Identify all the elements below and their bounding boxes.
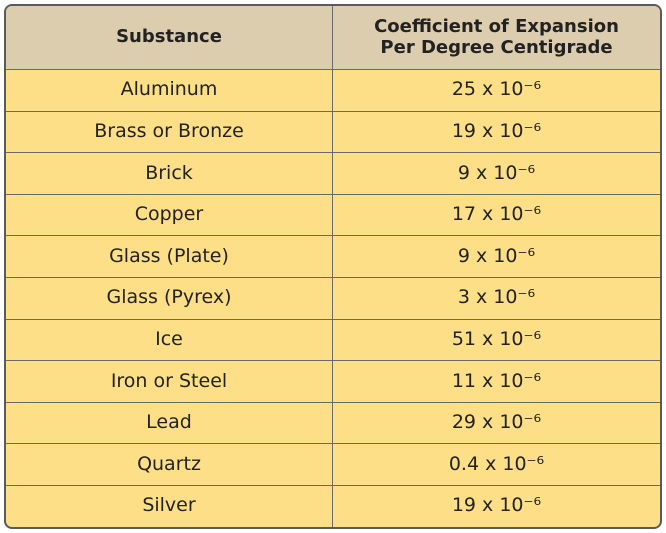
header-cell: Coefficient of Expansion Per Degree Cent… — [333, 6, 660, 69]
substance-cell: Quartz — [6, 444, 333, 485]
cell-text: Glass (Plate) — [109, 244, 229, 267]
substance-cell: Brick — [6, 153, 333, 194]
substance-cell: Lead — [6, 402, 333, 444]
header-row: Substance Coefficient of Expansion Per D… — [6, 6, 660, 69]
cell-text: 9 x 10⁻⁶ — [457, 161, 536, 184]
table-row: Silver 19 x 10⁻⁶ — [6, 484, 660, 527]
cell-text: 17 x 10⁻⁶ — [451, 203, 542, 226]
cell-text: 25 x 10⁻⁶ — [451, 78, 542, 101]
cell-text: Quartz — [137, 452, 201, 475]
table-row: Brass or Bronze 19 x 10⁻⁶ — [6, 110, 660, 153]
table-row: Glass (Plate) 9 x 10⁻⁶ — [6, 235, 660, 277]
cell-text: 3 x 10⁻⁶ — [457, 286, 536, 309]
coefficient-cell: 17 x 10⁻⁶ — [333, 195, 660, 236]
table-row: Copper 17 x 10⁻⁶ — [6, 193, 660, 236]
substance-cell: Ice — [6, 319, 333, 361]
table-row: Ice 51 x 10⁻⁶ — [6, 318, 660, 361]
substance-cell: Brass or Bronze — [6, 111, 333, 153]
cell-text: Lead — [146, 411, 192, 434]
coefficient-cell: 19 x 10⁻⁶ — [333, 486, 660, 527]
cell-text: Ice — [155, 327, 183, 350]
coefficient-cell: 9 x 10⁻⁶ — [333, 236, 660, 277]
table-row: Glass (Pyrex) 3 x 10⁻⁶ — [6, 276, 660, 319]
cell-text: 29 x 10⁻⁶ — [451, 411, 542, 434]
coefficient-cell: 29 x 10⁻⁶ — [333, 403, 660, 444]
substance-cell: Copper — [6, 194, 333, 236]
header-text: Substance — [116, 26, 222, 48]
substance-cell: Glass (Pyrex) — [6, 277, 333, 319]
cell-text: Brick — [145, 161, 193, 184]
cell-text: Glass (Pyrex) — [106, 286, 232, 309]
header-text: Coefficient of Expansion Per Degree Cent… — [374, 15, 619, 58]
substance-cell: Silver — [6, 485, 333, 527]
cell-text: 0.4 x 10⁻⁶ — [448, 452, 545, 475]
cell-text: 9 x 10⁻⁶ — [457, 244, 536, 267]
cell-text: Aluminum — [120, 78, 218, 101]
table-row: Brick 9 x 10⁻⁶ — [6, 152, 660, 194]
cell-text: Brass or Bronze — [94, 119, 244, 142]
cell-text: 19 x 10⁻⁶ — [451, 494, 542, 517]
coefficient-cell: 51 x 10⁻⁶ — [333, 320, 660, 361]
substance-cell: Aluminum — [6, 70, 333, 111]
cell-text: Iron or Steel — [110, 369, 228, 392]
table-row: Lead 29 x 10⁻⁶ — [6, 401, 660, 444]
coefficient-cell: 25 x 10⁻⁶ — [333, 70, 660, 111]
coefficient-cell: 3 x 10⁻⁶ — [333, 278, 660, 319]
table: Substance Coefficient of Expansion Per D… — [4, 4, 662, 529]
coefficient-cell: 11 x 10⁻⁶ — [333, 361, 660, 402]
table-row: Iron or Steel 11 x 10⁻⁶ — [6, 360, 660, 402]
cell-text: 51 x 10⁻⁶ — [451, 327, 542, 350]
table-row: Quartz 0.4 x 10⁻⁶ — [6, 443, 660, 485]
coefficient-cell: 0.4 x 10⁻⁶ — [333, 444, 660, 485]
cell-text: Copper — [134, 203, 204, 226]
coefficient-cell: 19 x 10⁻⁶ — [333, 112, 660, 153]
cell-text: 11 x 10⁻⁶ — [451, 369, 542, 392]
substance-cell: Glass (Plate) — [6, 236, 333, 277]
table-row: Aluminum 25 x 10⁻⁶ — [6, 69, 660, 111]
substance-cell: Iron or Steel — [6, 361, 333, 402]
coefficient-cell: 9 x 10⁻⁶ — [333, 153, 660, 194]
header-cell: Substance — [6, 6, 333, 69]
cell-text: 19 x 10⁻⁶ — [451, 119, 542, 142]
cell-text: Silver — [142, 494, 196, 517]
